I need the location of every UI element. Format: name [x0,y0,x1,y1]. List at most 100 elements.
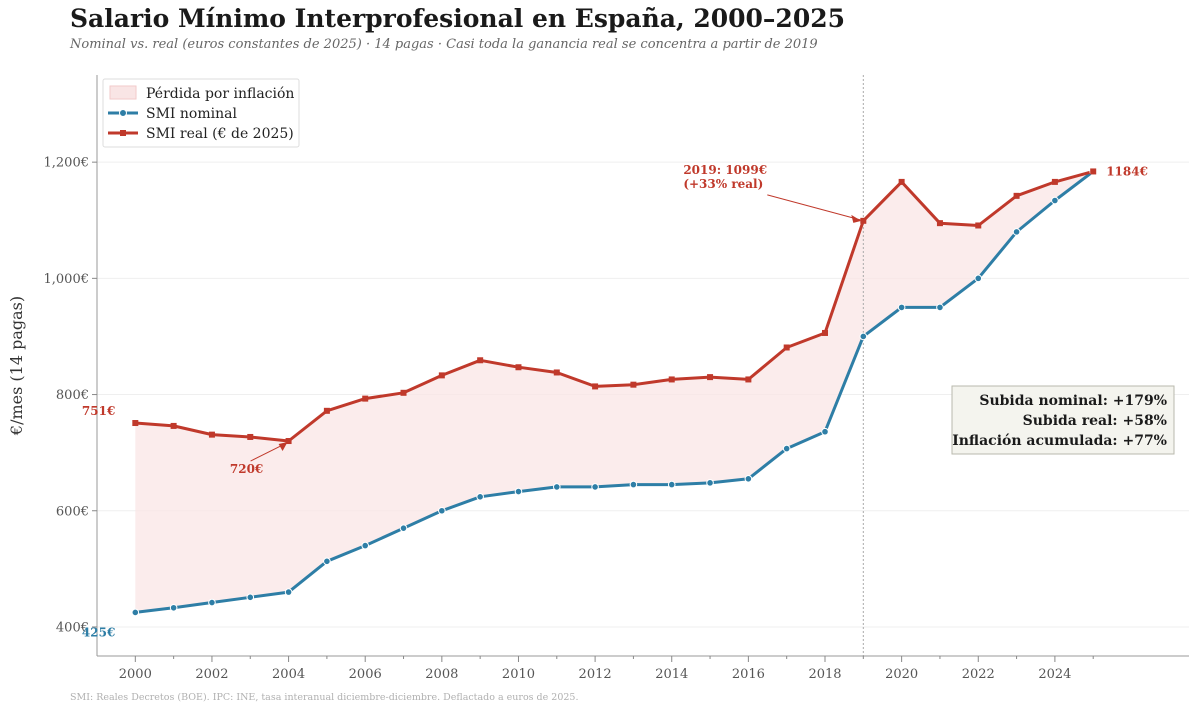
point-nominal-2005 [323,557,331,566]
point-real-2008 [438,372,445,379]
point-real-2001 [170,422,177,429]
series-line-real [135,169,1094,443]
point-real-2021 [936,220,943,227]
y-tick-label-800: 800€ [56,388,89,403]
legend-label-real: SMI real (€ de 2025) [146,126,294,142]
point-nominal-2001 [169,603,178,612]
point-real-2007 [400,389,407,396]
annotation-min-real: 720€ [230,462,263,476]
x-tick-label-2018: 2018 [808,667,841,682]
legend-box [102,78,300,148]
stats-box: Subida nominal: +179% Subida real: +58% … [951,385,1175,455]
stat-real: Subida real: +58% [1023,413,1167,429]
point-nominal-2012 [591,483,599,491]
chart-subtitle: Nominal vs. real (euros constantes de 20… [70,37,818,52]
point-nominal-2006 [361,541,370,550]
x-tick-label-2006: 2006 [349,667,382,682]
y-tick-label-400: 400€ [56,620,89,635]
x-tick-label-2024: 2024 [1038,667,1071,682]
point-nominal-2019 [859,332,868,341]
series-points-real [132,168,1097,445]
point-nominal-2013 [629,480,638,489]
point-nominal-2000 [131,608,140,617]
x-tick-label-2010: 2010 [502,667,535,682]
point-real-2010 [515,364,522,371]
point-real-2009 [477,357,484,364]
point-nominal-2022 [974,274,983,283]
x-tick-label-2000: 2000 [119,667,152,682]
point-real-2025 [1090,168,1097,175]
x-tick-label-2012: 2012 [579,667,612,682]
x-tick-label-2022: 2022 [962,667,995,682]
legend-label-nominal: SMI nominal [146,106,237,122]
point-nominal-2017 [782,444,791,453]
source-note: SMI: Reales Decretos (BOE). IPC: INE, ta… [70,692,579,703]
stat-inflation: Inflación acumulada: +77% [952,433,1167,449]
point-nominal-2021 [936,303,944,312]
point-nominal-2011 [552,483,561,491]
legend-marker-real [120,130,126,136]
point-nominal-2007 [399,524,408,532]
y-axis-ticks: 400€ 600€ 800€ 1,000€ 1,200€ [44,156,97,635]
point-real-2013 [630,381,637,388]
point-real-2024 [1051,178,1058,185]
point-nominal-2014 [667,480,676,489]
annotation-arrow-peak [767,194,861,221]
point-nominal-2004 [284,588,293,596]
x-tick-label-2002: 2002 [195,667,228,682]
point-nominal-2016 [744,474,753,483]
point-real-2016 [745,376,752,383]
legend-label-fill: Pérdida por inflación [146,86,294,102]
legend-swatch-fill [109,85,137,100]
annotation-arrowhead-min [278,442,288,452]
stat-nominal: Subida nominal: +179% [979,393,1167,409]
point-real-2014 [668,376,675,383]
legend: Pérdida por inflación SMI nominal SMI re… [102,78,300,148]
inflation-loss-area [135,171,1094,613]
point-real-2000 [132,420,139,427]
point-real-2006 [362,395,369,402]
point-real-2019 [860,217,867,224]
point-real-2012 [592,383,599,390]
point-real-2002 [208,431,215,438]
point-real-2022 [975,222,982,229]
y-tick-label-1000: 1,000€ [44,272,90,287]
x-tick-label-2014: 2014 [655,667,688,682]
point-real-2023 [1013,192,1020,199]
point-nominal-2008 [438,506,446,515]
axes [96,75,1189,657]
annotation-start-real: 751€ [82,404,115,418]
annotation-arrowhead-peak [851,214,862,223]
annotation-start-nominal: 425€ [82,625,115,639]
y-tick-label-1200: 1,200€ [44,156,90,171]
point-nominal-2010 [514,487,523,496]
annotation-peak-line2: (+33% real) [683,177,763,191]
y-tick-label-600: 600€ [56,504,89,519]
annotation-end-value: 1184€ [1106,164,1148,178]
y-axis-label: €/mes (14 pagas) [7,296,26,436]
annotation-peak-line1: 2019: 1099€ [683,163,767,177]
point-nominal-2018 [821,427,829,436]
point-nominal-2015 [706,479,714,487]
chart-title: Salario Mínimo Interprofesional en Españ… [70,4,846,33]
legend-marker-nominal [119,109,127,117]
point-real-2015 [707,374,714,381]
point-real-2018 [822,329,828,336]
point-real-2004 [285,438,292,445]
point-real-2017 [783,344,790,351]
x-tick-label-2020: 2020 [885,667,918,682]
point-real-2011 [553,369,560,376]
series-line-nominal [135,170,1095,614]
x-tick-label-2008: 2008 [425,667,458,682]
point-real-2005 [323,407,330,414]
point-nominal-2002 [208,598,216,607]
point-real-2003 [247,433,254,440]
point-real-2020 [898,178,905,185]
x-axis-ticks: 2000 2002 2004 2006 2008 2010 2012 2014 2016 2018… [119,656,1094,682]
point-nominal-2024 [1051,196,1059,205]
point-nominal-2009 [476,493,484,501]
x-tick-label-2016: 2016 [732,667,765,682]
x-tick-label-2004: 2004 [272,667,305,682]
stats-box-bg [951,385,1175,455]
